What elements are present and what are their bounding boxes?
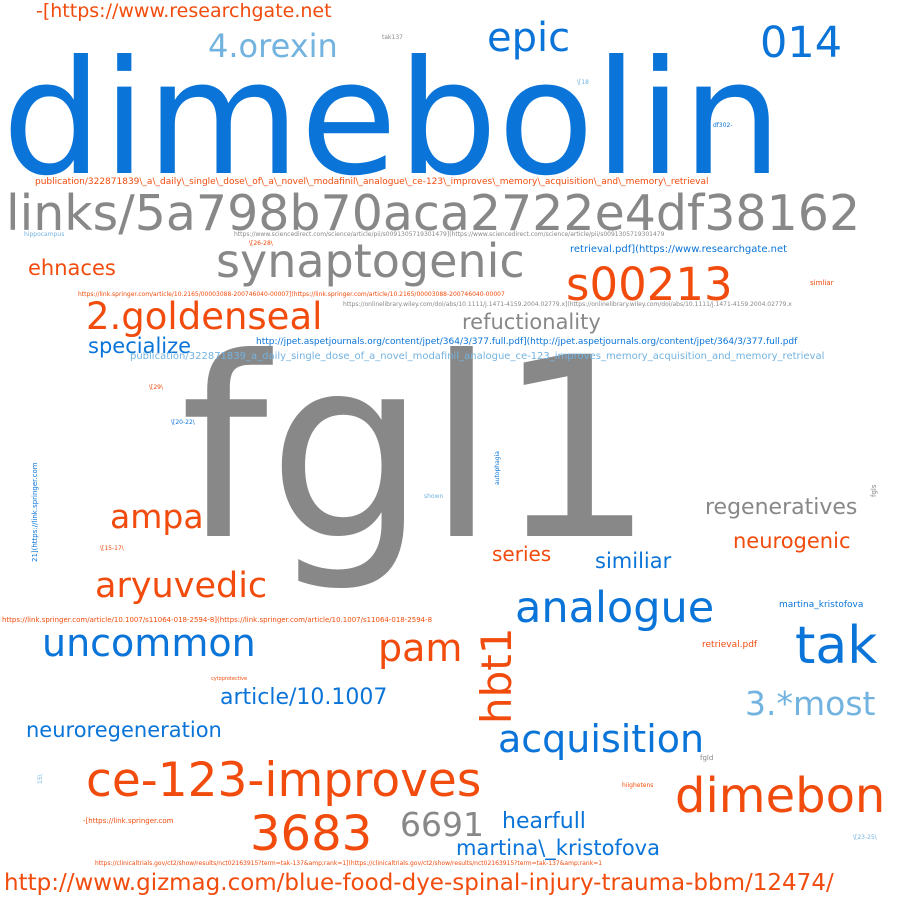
- word-retrieval-pdf: retrieval.pdf: [702, 640, 758, 650]
- word-most: 3.*most: [745, 684, 876, 723]
- word-s00213: s00213: [566, 258, 733, 311]
- word-hearfull: hearfull: [502, 809, 586, 834]
- word-b26-28: \[26-28\: [249, 240, 273, 247]
- word-ehnaces: ehnaces: [28, 256, 116, 280]
- word-014: 014: [760, 18, 843, 68]
- word-b15-17: \[15-17\: [100, 545, 124, 552]
- word-analogue: analogue: [515, 583, 715, 633]
- word-links-5a798b: links/5a798b70aca2722e4df38162: [6, 185, 861, 242]
- word-shown: shown: [424, 493, 444, 500]
- word-b23-25: \[23-25\: [853, 834, 877, 841]
- word-pub-retrieval-plain: publication/322871839_a_daily_single_dos…: [130, 351, 825, 362]
- word-6691: 6691: [400, 805, 484, 844]
- word-springer-s11064: https://link.springer.com/article/10.100…: [2, 616, 433, 624]
- word-epic: epic: [487, 15, 571, 61]
- word-sciencedirect: https://www.sciencedirect.com/science/ar…: [234, 231, 665, 238]
- word-pam: pam: [378, 626, 463, 670]
- word-researchgate-top: -[https://www.researchgate.net: [36, 0, 332, 22]
- word-retrieval-pdf-rg: retrieval.pdf](https://www.researchgate.…: [570, 244, 788, 255]
- word-simliar: simliar: [810, 279, 834, 287]
- word-heightens: hiighetens: [622, 782, 654, 789]
- word-fgls: fgls: [870, 484, 878, 498]
- word-aryuvedic: aryuvedic: [95, 566, 268, 606]
- word-dimebon: dimebon: [675, 768, 886, 824]
- word-b18: \[18: [577, 79, 589, 86]
- word-pub-retrieval: publication/322871839\_a\_daily\_single\…: [35, 177, 709, 187]
- word-3683: 3683: [250, 806, 373, 862]
- word-dimebolin: dimebolin: [2, 27, 783, 211]
- word-martina-kristofova: martina_kristofova: [779, 600, 864, 610]
- word-specialize: specialize: [88, 334, 192, 358]
- word-springer-21: 21](https://link.springer.com: [31, 462, 39, 562]
- word-springer-bracket: -[https://link.springer.com: [83, 817, 174, 825]
- word-orexin: 4.orexin: [208, 27, 338, 65]
- word-gizmag: http://www.gizmag.com/blue-food-dye-spin…: [4, 870, 834, 896]
- word-hbt1: hbt1: [472, 627, 521, 724]
- word-df302: df302-: [713, 122, 733, 129]
- word-martina-kristofova-esc: martina\_kristofova: [456, 836, 660, 860]
- word-cytoprotective: cytoprotective: [211, 676, 248, 682]
- word-clinicaltrials: https://clinicaltrials.gov/ct2/show/resu…: [95, 860, 603, 867]
- word-jpet: http://jpet.aspetjournals.org/content/jp…: [256, 337, 798, 347]
- word-ce123: ce-123-improves: [86, 753, 482, 808]
- word-tak137: tak137: [382, 34, 403, 41]
- word-neuroregeneration: neuroregeneration: [26, 718, 222, 742]
- word-fgld: fgld: [700, 754, 714, 762]
- word-uncommon: uncommon: [42, 621, 256, 665]
- word-synaptogenic: synaptogenic: [216, 234, 525, 288]
- word-b15: 15\: [37, 774, 44, 784]
- word-wiley: https://onlinelibrary.wiley.com/doi/abs/…: [343, 301, 792, 308]
- word-autophagia: autophagia: [494, 451, 501, 485]
- word-b20-22: \[20-22\: [171, 419, 195, 426]
- word-refuctionality: refuctionality: [462, 310, 601, 334]
- word-tak: tak: [795, 616, 878, 676]
- word-series: series: [492, 542, 552, 566]
- word-b29: \[29\: [149, 384, 164, 391]
- word-ampa: ampa: [110, 497, 204, 536]
- word-neurogenic: neurogenic: [733, 529, 851, 553]
- word-hippocampus: hippocampus: [24, 231, 65, 238]
- word-acquisition: acquisition: [498, 717, 705, 761]
- word-article: article/10.1007: [220, 685, 388, 710]
- word-similiar: similiar: [595, 549, 672, 573]
- word-fgl1: fgl1: [180, 304, 656, 595]
- word-goldenseal: 2.goldenseal: [86, 295, 323, 338]
- word-regeneratives: regeneratives: [705, 495, 858, 520]
- word-springer-s00213: https://link.springer.com/article/10.216…: [78, 291, 505, 298]
